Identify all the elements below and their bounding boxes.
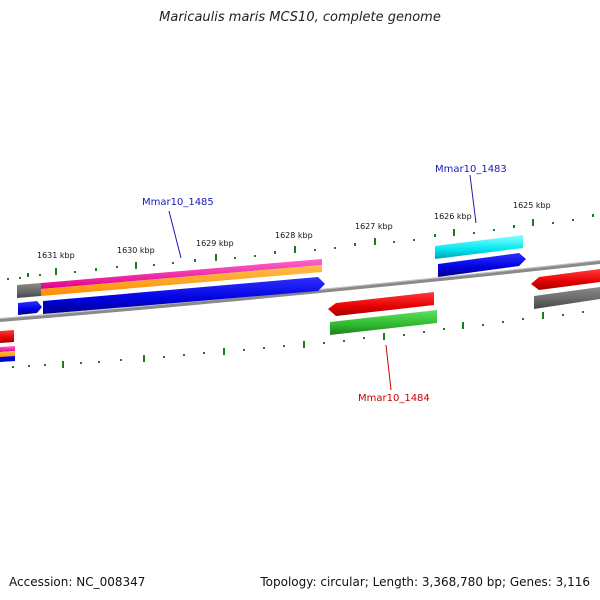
outer-tick-ring — [7, 214, 594, 280]
scale-label: 1625 kbp — [513, 201, 551, 210]
feature-mmar10-1484[interactable] — [330, 310, 437, 335]
feature-red-arrow-right[interactable] — [531, 269, 600, 290]
scale-label: 1629 kbp — [196, 239, 234, 248]
genome-backbone — [0, 260, 600, 322]
feature-label[interactable]: Mmar10_1484 — [358, 393, 430, 404]
scale-label: 1627 kbp — [355, 222, 393, 231]
feature-mmar10-1483[interactable] — [435, 235, 523, 259]
feature-mmar10-1485[interactable] — [43, 277, 325, 314]
feature-gray-right[interactable] — [534, 287, 600, 309]
scale-label: 1626 kbp — [434, 212, 472, 221]
feature-blue-arrow-right[interactable] — [438, 253, 526, 277]
feature-left-edge-stack[interactable] — [0, 346, 15, 362]
feature-left-edge-red[interactable] — [0, 330, 14, 343]
scale-label: 1631 kbp — [37, 251, 75, 260]
scale-label: 1630 kbp — [117, 246, 155, 255]
feature-gray-left[interactable] — [17, 283, 41, 298]
feature-orange-band[interactable] — [41, 265, 322, 296]
inner-tick-ring — [12, 311, 584, 368]
scale-label: 1628 kbp — [275, 231, 313, 240]
map-title: Maricaulis maris MCS10, complete genome — [159, 10, 441, 25]
feature-red-arrow-middle[interactable] — [328, 292, 434, 316]
callout-line-1484 — [385, 344, 392, 391]
feature-label[interactable]: Mmar10_1483 — [435, 164, 507, 175]
accession-text: Accession: NC_008347 — [9, 575, 146, 589]
feature-label[interactable]: Mmar10_1485 — [142, 197, 214, 208]
feature-magenta-band[interactable] — [41, 259, 322, 289]
feature-blue-small-left[interactable] — [18, 301, 42, 315]
genome-summary-text: Topology: circular; Length: 3,368,780 bp… — [260, 575, 590, 589]
callout-line-1483 — [469, 174, 477, 224]
callout-line-1485 — [168, 210, 182, 259]
